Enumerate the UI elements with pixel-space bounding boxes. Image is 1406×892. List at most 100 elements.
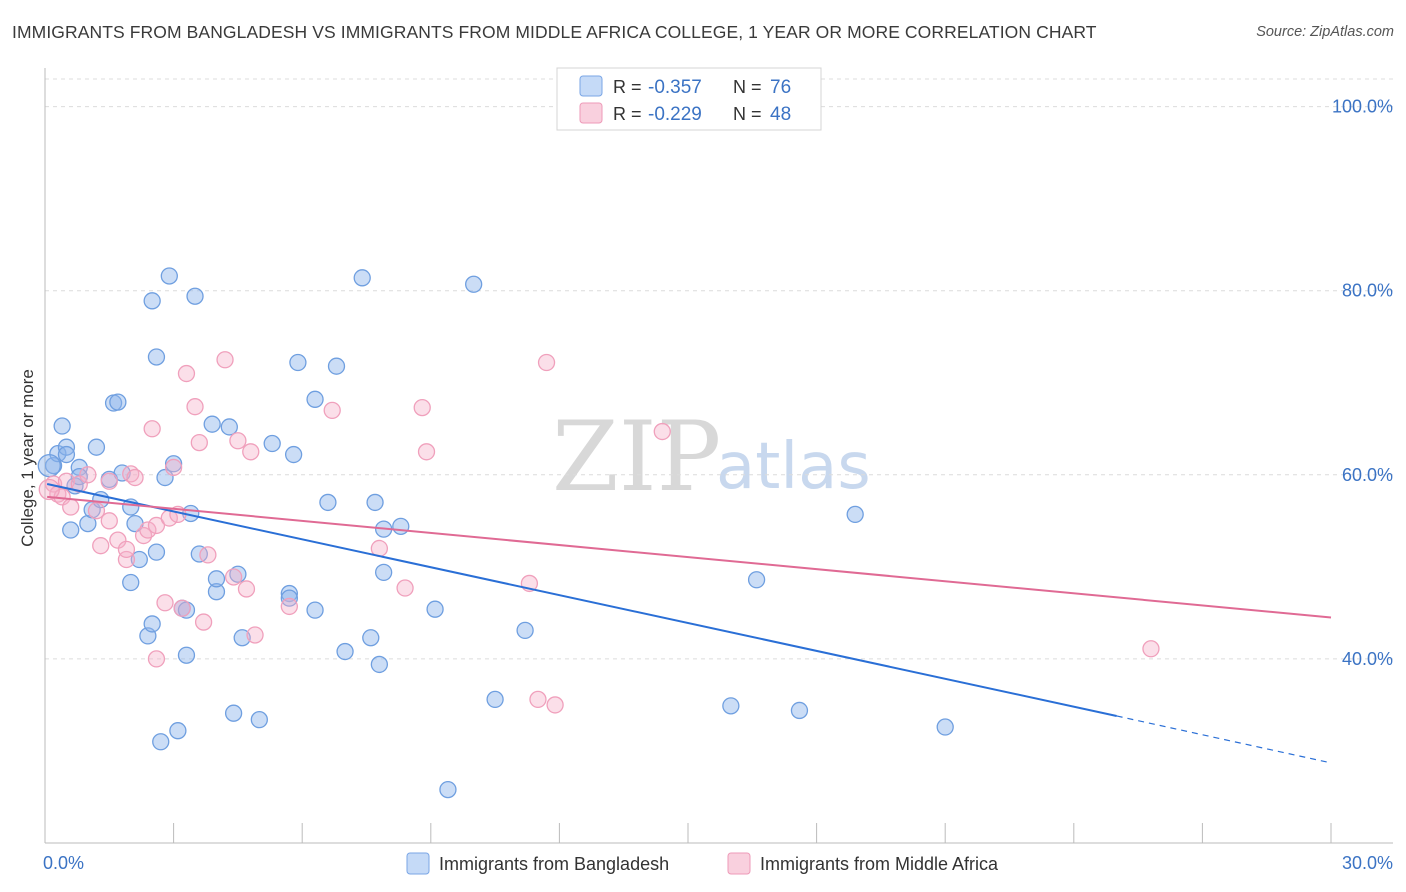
legend-n-value-2: 48 (770, 104, 791, 125)
point-bangladesh (362, 629, 380, 647)
point-middle-africa (237, 580, 256, 598)
point-bangladesh (147, 348, 166, 366)
x-tick-label: 0.0% (43, 853, 84, 873)
gridlines (45, 78, 1393, 660)
point-middle-africa (413, 398, 431, 417)
legend-r-label-1: R = (613, 77, 642, 97)
trend-line-bangladesh-extension (1116, 715, 1332, 764)
point-bangladesh (426, 600, 444, 618)
point-bangladesh (516, 621, 534, 640)
point-bangladesh (263, 434, 281, 453)
trend-line-middle-africa (47, 495, 1332, 619)
legend-swatch-middle-africa (579, 102, 603, 124)
watermark-atlas: atlas (716, 430, 871, 504)
point-bangladesh (439, 780, 457, 799)
y-tick-label: 80.0% (1342, 281, 1393, 301)
point-bangladesh (109, 393, 127, 411)
point-bangladesh (122, 573, 140, 592)
point-bangladesh (130, 550, 148, 569)
point-bangladesh (152, 733, 170, 751)
point-middle-africa (529, 690, 547, 709)
point-bangladesh (289, 353, 307, 372)
point-bangladesh (207, 570, 226, 588)
x-tick-labels: 0.0% 30.0% (43, 853, 1393, 873)
point-middle-africa (224, 568, 243, 586)
point-middle-africa (280, 597, 298, 616)
bottom-legend-label-bangladesh: Immigrants from Bangladesh (439, 854, 669, 874)
legend-n-value-1: 76 (770, 77, 791, 98)
point-middle-africa (653, 422, 671, 441)
point-bangladesh (186, 287, 204, 305)
point-bangladesh (846, 505, 864, 524)
point-middle-africa (147, 650, 166, 668)
x-tick-label: 30.0% (1342, 853, 1393, 873)
point-middle-africa (417, 443, 436, 461)
point-bangladesh (790, 701, 809, 720)
point-bangladesh (306, 390, 324, 408)
point-bangladesh (722, 697, 740, 715)
correlation-legend: R = -0.357 N = 76 R = -0.229 N = 48 (556, 67, 822, 131)
y-tick-labels: 100.0% 80.0% 60.0% 40.0% (1332, 97, 1393, 669)
point-middle-africa (173, 599, 191, 617)
point-bangladesh (147, 543, 166, 561)
point-middle-africa (70, 475, 88, 493)
point-middle-africa (79, 466, 97, 484)
point-bangladesh (747, 571, 766, 589)
point-middle-africa (126, 468, 144, 487)
point-middle-africa (100, 472, 118, 490)
point-middle-africa (164, 458, 183, 477)
point-middle-africa (117, 540, 136, 559)
point-middle-africa (117, 550, 136, 569)
point-bangladesh (164, 455, 183, 473)
point-bangladesh (306, 601, 324, 619)
point-middle-africa (143, 420, 161, 438)
point-bangladesh (233, 629, 251, 647)
point-bangladesh (169, 722, 187, 740)
point-middle-africa (246, 626, 264, 644)
point-bangladesh (327, 357, 346, 375)
point-bangladesh (207, 583, 226, 601)
point-bangladesh (160, 267, 178, 285)
point-bangladesh (486, 690, 504, 709)
point-middle-africa (62, 498, 80, 516)
point-middle-africa (242, 443, 260, 461)
watermark: ZIP atlas (552, 401, 871, 513)
legend-r-value-1: -0.357 (648, 77, 702, 98)
point-bangladesh (284, 445, 303, 464)
legend-r-label-2: R = (613, 104, 642, 124)
y-tick-label: 100.0% (1332, 97, 1393, 117)
trend-line-bangladesh (46, 483, 1117, 717)
point-middle-africa (87, 502, 106, 520)
point-bangladesh (366, 493, 384, 512)
point-middle-africa (194, 613, 213, 631)
point-middle-africa (396, 579, 414, 597)
point-middle-africa (177, 364, 196, 383)
point-bangladesh (79, 514, 97, 533)
point-bangladesh (37, 453, 61, 478)
point-middle-africa (199, 546, 217, 564)
point-middle-africa (156, 594, 174, 612)
point-middle-africa (190, 433, 208, 452)
point-middle-africa (139, 521, 157, 539)
point-middle-africa (216, 351, 234, 369)
bottom-legend-label-middle-africa: Immigrants from Middle Africa (760, 854, 999, 874)
point-bangladesh (57, 445, 76, 464)
y-tick-label: 60.0% (1342, 465, 1393, 485)
point-bangladesh (392, 517, 410, 536)
point-bangladesh (203, 415, 221, 433)
legend-swatch-bangladesh (579, 75, 603, 97)
bottom-legend-swatch-middle-africa (727, 852, 751, 875)
point-bangladesh (250, 711, 268, 729)
point-middle-africa (147, 516, 166, 535)
legend-n-label-1: N = (733, 77, 762, 97)
point-bangladesh (370, 655, 389, 674)
point-bangladesh (87, 438, 106, 456)
point-middle-africa (229, 432, 247, 450)
point-bangladesh (280, 584, 298, 603)
point-middle-africa (38, 478, 60, 501)
point-middle-africa (323, 401, 341, 420)
point-bangladesh (62, 521, 80, 539)
point-bangladesh (220, 418, 238, 436)
point-middle-africa (537, 353, 556, 372)
point-middle-africa (57, 472, 76, 490)
